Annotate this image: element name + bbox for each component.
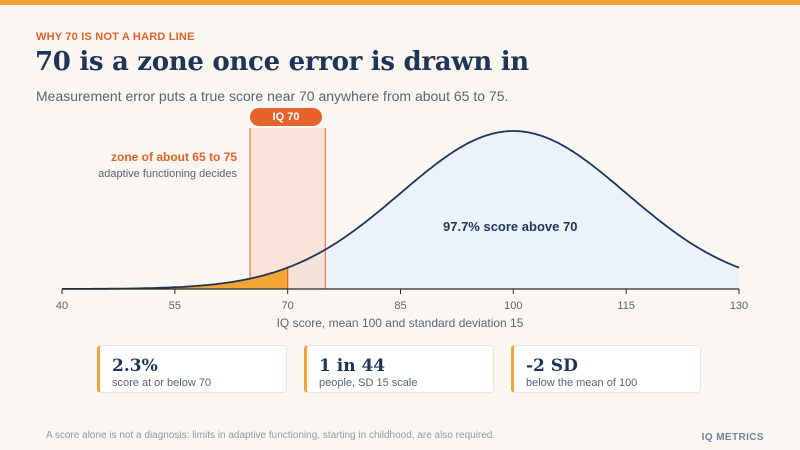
page-subtitle: Measurement error puts a true score near… (36, 88, 509, 104)
x-tick-label: 70 (282, 300, 294, 312)
stat-card: 2.3% score at or below 70 (97, 345, 287, 393)
stat-value: -2 SD (526, 356, 578, 376)
area-below-cutoff (62, 267, 288, 289)
x-tick-label: 115 (617, 300, 635, 312)
x-tick-label: 130 (730, 300, 748, 312)
zone-subtitle: adaptive functioning decides (98, 168, 237, 180)
distribution-curve (62, 130, 740, 290)
stat-caption: people, SD 15 scale (319, 377, 418, 389)
page-title: 70 is a zone once error is drawn in (35, 47, 529, 77)
x-tick-label: 85 (394, 300, 406, 312)
x-axis-label: IQ score, mean 100 and standard deviatio… (276, 316, 524, 330)
area-above-cutoff (287, 131, 739, 289)
footnote: A score alone is not a diagnosis: limits… (46, 430, 496, 441)
iq-70-marker-badge: IQ 70 (250, 108, 322, 126)
stat-caption: score at or below 70 (112, 377, 212, 389)
top-accent-bar (0, 0, 800, 5)
stat-card: -2 SD below the mean of 100 (511, 345, 701, 393)
x-tick-label: 100 (504, 300, 522, 312)
x-tick-label: 40 (56, 300, 68, 312)
stat-value: 2.3% (112, 356, 158, 376)
x-tick-label: 55 (169, 300, 181, 312)
stat-caption: below the mean of 100 (526, 377, 638, 389)
zone-title: zone of about 65 to 75 (110, 150, 237, 164)
uncertainty-zone-band (250, 128, 326, 289)
stat-card: 1 in 44 people, SD 15 scale (304, 345, 494, 393)
kicker-label: WHY 70 IS NOT A HARD LINE (36, 31, 195, 43)
brand-logo-text: IQ METRICS (701, 432, 764, 443)
stat-value: 1 in 44 (319, 356, 386, 376)
share-above-label: 97.7% score above 70 (443, 219, 578, 234)
